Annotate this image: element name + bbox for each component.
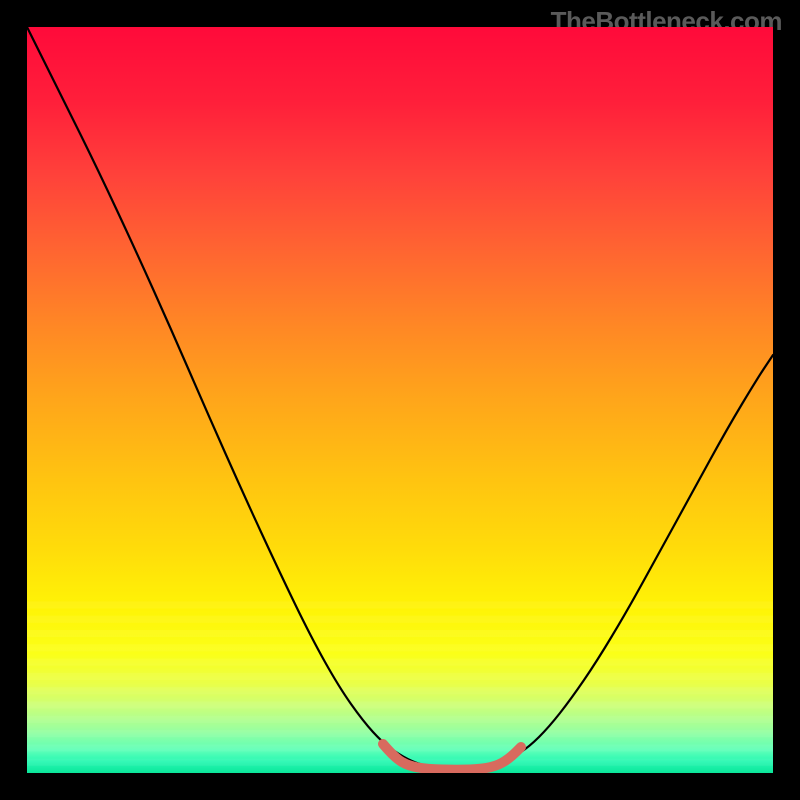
chart-frame: TheBottleneck.com (0, 0, 800, 800)
plot-area (27, 27, 773, 773)
bottleneck-chart (27, 27, 773, 773)
